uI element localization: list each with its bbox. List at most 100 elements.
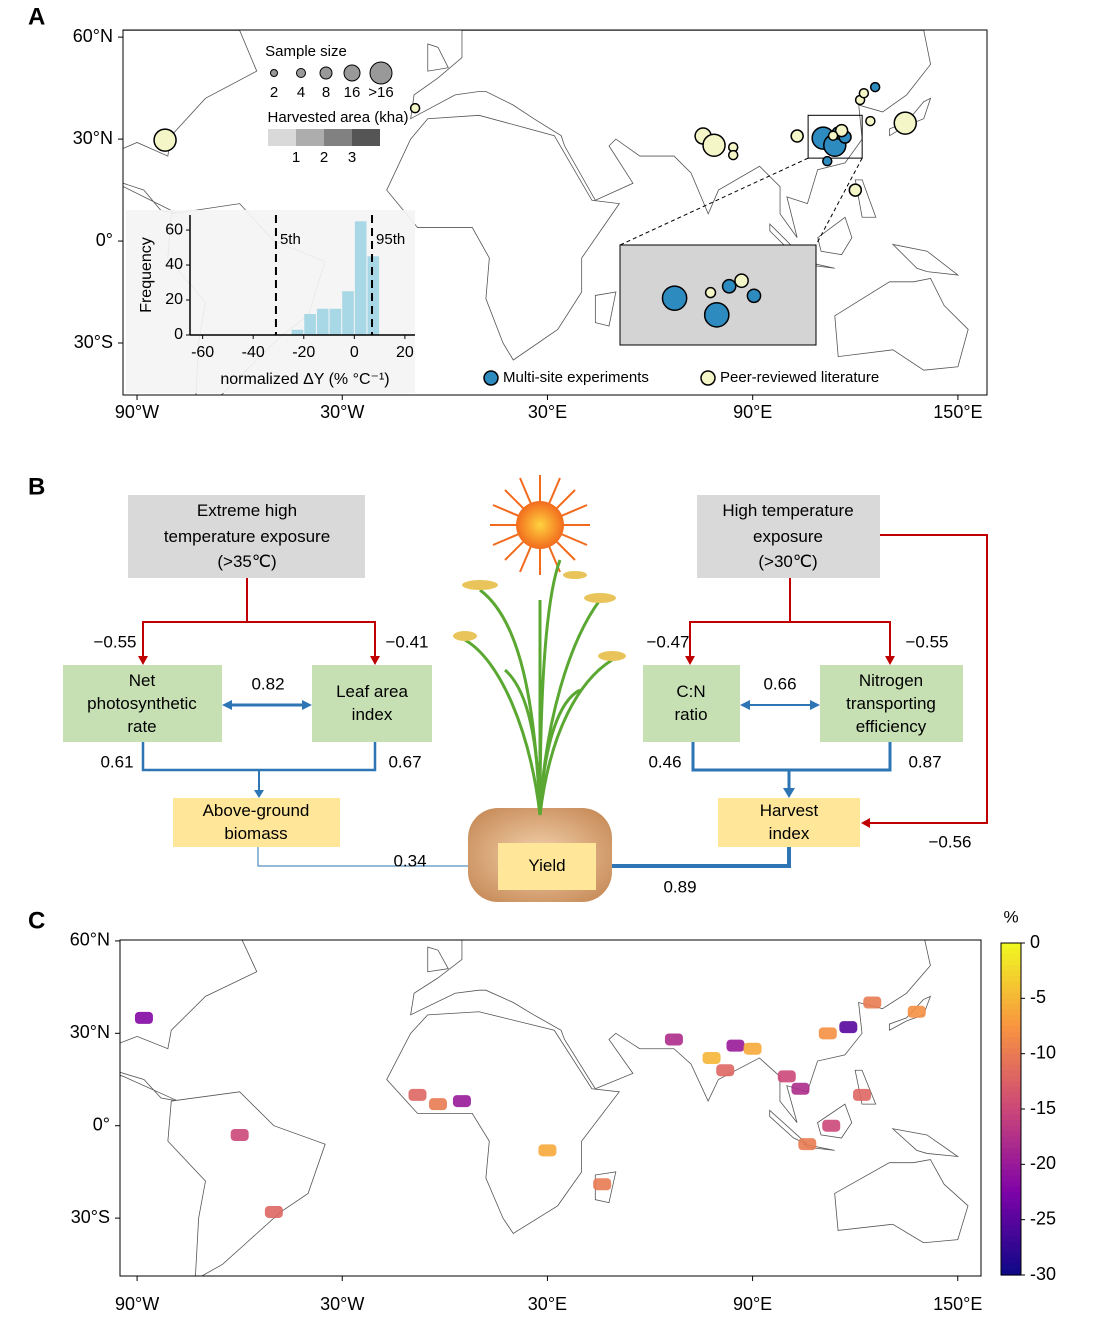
node-label: Above-ground biomass (203, 801, 310, 843)
colorbar-segment (1001, 1208, 1021, 1215)
y-tick-label: 0 (174, 326, 183, 343)
inset-point (661, 285, 688, 312)
colorbar-segment (1001, 1014, 1021, 1022)
blue-edges (141, 703, 892, 868)
legend-title: Harvested area (kha) (268, 109, 409, 126)
y-tick-label: 0° (93, 1114, 110, 1134)
size-legend-marker (369, 61, 393, 85)
land (834, 277, 969, 371)
coefficient: 0.89 (663, 877, 696, 896)
heat-cell (230, 1128, 249, 1141)
y-tick-label: 60 (165, 221, 183, 238)
colorbar-segment (1001, 1092, 1021, 1099)
colorbar-segment (1001, 1263, 1021, 1271)
site-point (827, 130, 839, 141)
node-label: Net photosynthetic rate (87, 671, 197, 736)
colorbar-segment (1001, 1169, 1021, 1176)
colorbar-segment (1001, 1252, 1021, 1259)
coefficient: −0.41 (385, 632, 428, 651)
node-label: Nitrogen transporting efficiency (846, 671, 936, 736)
colorbar-segment (1001, 1158, 1021, 1165)
coefficient: 0.34 (393, 851, 426, 870)
coefficient: −0.47 (646, 632, 689, 651)
heat-cell (408, 1088, 427, 1101)
colorbar-segment (1001, 976, 1021, 983)
node-label: Yield (528, 856, 565, 875)
land (769, 1109, 808, 1145)
colorbar-tick-label: 0 (1030, 932, 1040, 952)
heat-cell (743, 1042, 762, 1055)
colorbar-segment (1001, 992, 1021, 999)
colorbar-segment (1001, 1236, 1021, 1243)
inset-point (746, 288, 762, 304)
colorbar-segment (1001, 1009, 1021, 1016)
land (594, 291, 617, 327)
legend-label: Peer-reviewed literature (720, 369, 879, 386)
colorbar-segment (1001, 948, 1021, 955)
x-tick-label: -40 (242, 344, 265, 361)
colorbar-segment (1001, 1070, 1021, 1077)
site-point (409, 102, 421, 114)
land (120, 940, 258, 1102)
coefficient: 0.87 (908, 752, 941, 771)
colorbar-tick-label: -20 (1030, 1153, 1056, 1173)
colorbar-segment (1001, 1031, 1021, 1038)
zoom-box (807, 114, 863, 159)
x-tick-label: 90°W (115, 402, 159, 422)
heat-cell (777, 1070, 796, 1083)
panel-label: A (28, 3, 45, 30)
colorbar-segment (1001, 1186, 1021, 1193)
colorbar-segment (1001, 1142, 1021, 1149)
heat-cells (134, 996, 926, 1218)
colorbar-segment (1001, 981, 1021, 988)
colorbar-segment (1001, 1114, 1021, 1121)
coefficient: −0.55 (905, 632, 948, 651)
colorbar-tick-label: -25 (1030, 1208, 1056, 1228)
x-tick-label: 90°E (733, 402, 772, 422)
colorbar-segment (1001, 954, 1021, 961)
node-label: Extreme high temperature exposure (>35℃) (164, 501, 330, 571)
site-point (727, 149, 739, 161)
area-legend-label: 3 (348, 149, 356, 166)
diagram: Extreme high temperature exposure (>35℃) H… (63, 475, 988, 902)
colorbar-segment (1001, 1241, 1021, 1248)
land (386, 1011, 620, 1235)
x-tick-label: 90°E (733, 1294, 772, 1314)
heat-cell (716, 1064, 735, 1077)
size-legend-label: >16 (368, 84, 393, 101)
land (891, 243, 960, 276)
colorbar-segment (1001, 1048, 1021, 1055)
colorbar-segment (1001, 1081, 1021, 1088)
y-tick-label: 60°N (70, 930, 110, 950)
bar (329, 308, 342, 335)
x-tick-label: 20 (396, 344, 414, 361)
coefficient: 0.66 (763, 674, 796, 693)
site-point (153, 128, 177, 152)
inset-background (126, 210, 415, 393)
bar (316, 308, 329, 335)
heat-cell (798, 1138, 817, 1151)
site-point (822, 155, 833, 167)
colorbar-segment (1001, 1136, 1021, 1143)
inset-map (619, 244, 817, 346)
site-point (858, 87, 870, 99)
land (891, 1128, 960, 1158)
coefficient: 0.61 (100, 752, 133, 771)
heat-cell (853, 1088, 872, 1101)
colorbar-segment (1001, 1147, 1021, 1154)
bar (354, 221, 367, 335)
bar (304, 314, 316, 335)
inset-points (661, 273, 762, 328)
site-point (869, 81, 881, 93)
land (817, 216, 853, 256)
percentile-label: 5th (280, 231, 301, 248)
x-tick-label: -60 (191, 344, 214, 361)
legend-title: Sample size (265, 43, 347, 60)
legend-label: Multi-site experiments (503, 369, 649, 386)
node-label: Leaf area index (336, 682, 408, 724)
x-tick-label: 30°W (320, 402, 364, 422)
zoom-leader (619, 157, 863, 246)
map-frame (119, 939, 982, 1277)
colorbar-segment (1001, 1064, 1021, 1071)
land (427, 43, 449, 72)
